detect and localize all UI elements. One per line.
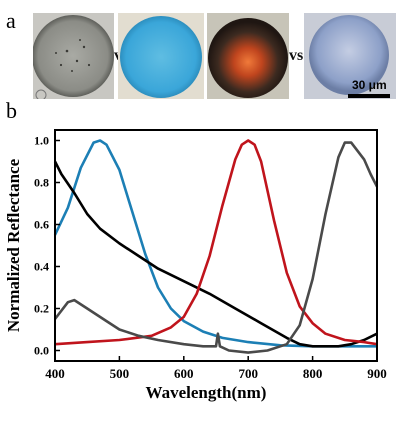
series-layer xyxy=(53,139,379,354)
vs-label-2: vs xyxy=(289,47,304,64)
scale-bar xyxy=(348,94,390,98)
x-tick-label: 400 xyxy=(45,366,65,381)
micrograph-blue-sphere xyxy=(118,13,204,99)
micrograph-lavender-sphere xyxy=(304,13,396,99)
x-tick-label: 500 xyxy=(110,366,130,381)
x-tick-label: 700 xyxy=(238,366,258,381)
micrograph-red-image xyxy=(207,13,289,99)
y-axis-label: Normalized Reflectance xyxy=(4,158,23,332)
panel-b-label: b xyxy=(6,98,17,123)
y-tick-label: 0.4 xyxy=(34,260,49,274)
panel-a-label: a xyxy=(6,8,16,33)
y-tick-label: 0.2 xyxy=(34,302,49,316)
y-tick-label: 0.6 xyxy=(34,218,49,232)
series-line-1 xyxy=(53,139,377,348)
reflectance-chart: 400 500 600 700 800 900 0.0 0.2 0.4 0.6 0.8 1.0 Wav… xyxy=(4,129,387,402)
x-axis-label: Wavelength(nm) xyxy=(146,383,267,402)
scale-bar-label: 30 μm xyxy=(352,78,387,92)
y-tick-label: 1.0 xyxy=(34,134,49,148)
micrograph-red-sphere xyxy=(207,13,289,99)
series-line-2 xyxy=(53,160,378,348)
y-tick-label: 0.8 xyxy=(34,176,49,190)
micrograph-lavender-image xyxy=(304,13,396,99)
micrograph-gray-sphere xyxy=(33,13,114,99)
micrograph-gray-image xyxy=(33,13,114,99)
x-tick-label: 800 xyxy=(303,366,323,381)
micrograph-blue-image xyxy=(118,13,204,99)
series-line-3 xyxy=(54,139,378,346)
x-tick-label: 600 xyxy=(174,366,194,381)
x-tick-label: 900 xyxy=(367,366,387,381)
series-line-4 xyxy=(53,141,379,354)
plot-frame xyxy=(54,129,378,362)
ticks-layer: 400 500 600 700 800 900 0.0 0.2 0.4 0.6 0.8 1.0 xyxy=(34,134,387,382)
y-tick-label: 0.0 xyxy=(34,344,49,358)
